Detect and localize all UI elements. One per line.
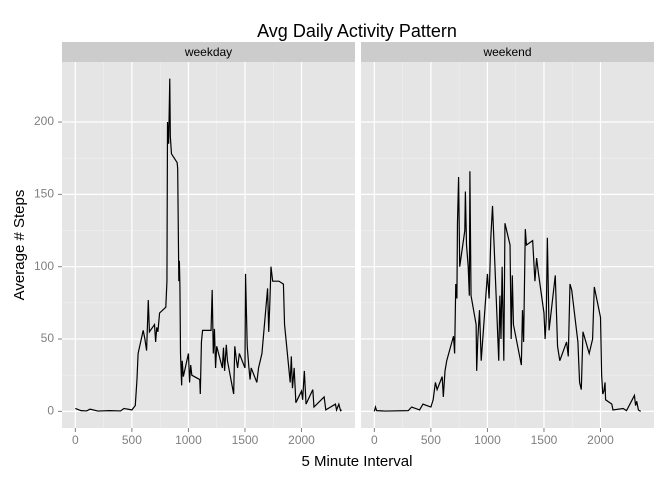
y-tick-label: 50 [41,331,55,345]
x-tick-label: 1500 [232,433,259,447]
series-line [373,171,641,412]
x-tick-label: 1000 [175,433,202,447]
strip-label: weekday [184,45,232,59]
panel-background [361,62,654,428]
strip [62,42,355,62]
series-line [75,78,342,413]
x-axis-label: 5 Minute Interval [302,453,413,470]
x-tick-label: 500 [421,433,441,447]
y-tick-label: 200 [34,114,54,128]
x-tick-label: 500 [122,433,142,447]
x-tick-label: 2000 [587,433,614,447]
x-tick-label: 0 [72,433,79,447]
panel-background [62,62,355,428]
x-tick-label: 2000 [288,433,315,447]
chart-title: Avg Daily Activity Pattern [257,21,457,41]
y-axis-label: Average # Steps [11,190,28,301]
y-tick-label: 0 [47,404,54,418]
x-tick-label: 0 [371,433,378,447]
x-tick-label: 1500 [531,433,558,447]
y-tick-label: 100 [34,259,54,273]
strip-label: weekend [482,45,531,59]
x-tick-label: 1000 [474,433,501,447]
strip [361,42,654,62]
y-tick-label: 150 [34,187,54,201]
